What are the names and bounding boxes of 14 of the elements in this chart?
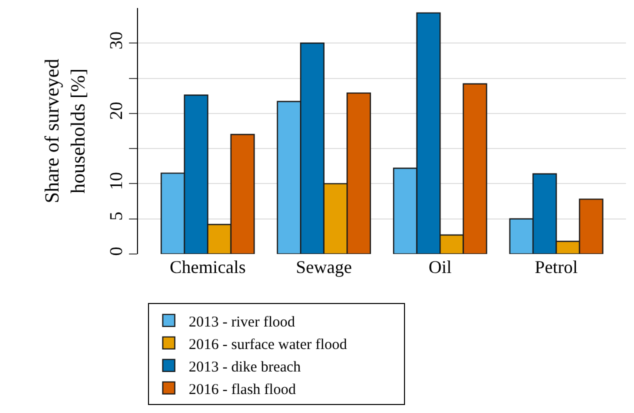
y-tick-label: 20 [106,102,126,120]
y-tick-label: 30 [106,31,126,50]
legend-label: 2016 - flash flood [188,382,296,398]
legend-label: 2016 - surface water flood [188,336,348,353]
y-tick-label: 0 [106,246,126,256]
x-tick-label: Petrol [534,257,578,277]
x-tick-label: Sewage [296,257,352,277]
y-tick-label: 10 [106,172,126,190]
y-axis-title: Share of surveyed households [%] [41,58,90,204]
y-tick-label: 5 [106,212,126,221]
legend-label: 2013 - dike breach [188,359,302,376]
x-tick-label: Chemicals [170,257,246,277]
legend-label: 2013 - river flood [188,314,296,330]
x-tick-label: Oil [428,257,452,277]
